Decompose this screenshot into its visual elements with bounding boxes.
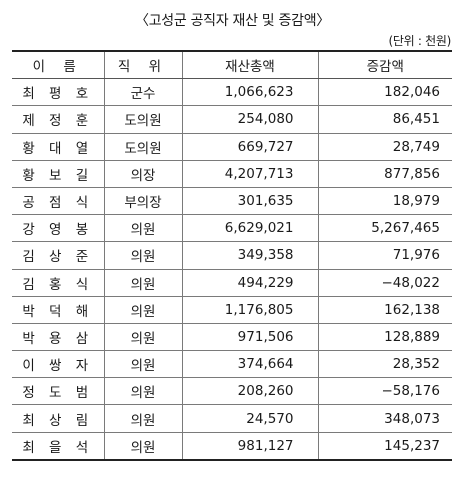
position-cell: 의원 bbox=[103, 296, 182, 324]
table-body: 최 평 호 군수 1,066,623 182,046 제 정 훈 도의원 254,080 86… bbox=[12, 78, 452, 461]
assets-cell: 669,727 bbox=[181, 133, 318, 161]
name-cell: 박 덕 해 bbox=[12, 296, 104, 324]
name-cell: 황 대 열 bbox=[12, 133, 104, 161]
table-row: 김 홍 식 의원 494,229 −48,022 bbox=[12, 269, 452, 297]
assets-cell: 208,260 bbox=[181, 377, 318, 406]
assets-cell: 494,229 bbox=[181, 269, 318, 297]
position-cell: 의원 bbox=[103, 377, 182, 406]
table-row: 황 보 길 의장 4,207,713 877,856 bbox=[12, 160, 452, 188]
table-row: 최 을 석 의원 981,127 145,237 bbox=[12, 432, 452, 461]
header-position: 직 위 bbox=[103, 50, 182, 80]
position-cell: 의원 bbox=[103, 432, 182, 461]
change-cell: 18,979 bbox=[317, 187, 452, 216]
position-cell: 군수 bbox=[103, 78, 182, 107]
name-cell: 최 을 석 bbox=[12, 432, 104, 461]
name-cell: 최 평 호 bbox=[12, 78, 104, 107]
position-cell: 의원 bbox=[103, 241, 182, 270]
position-cell: 부의장 bbox=[103, 187, 182, 216]
name-cell: 정 도 범 bbox=[12, 377, 104, 406]
change-cell: −48,022 bbox=[317, 269, 452, 297]
table-row: 강 영 봉 의원 6,629,021 5,267,465 bbox=[12, 214, 452, 243]
assets-cell: 4,207,713 bbox=[181, 160, 318, 188]
position-cell: 의원 bbox=[103, 350, 182, 379]
position-cell: 의장 bbox=[103, 160, 182, 188]
table-row: 공 점 식 부의장 301,635 18,979 bbox=[12, 187, 452, 216]
name-cell: 박 용 삼 bbox=[12, 323, 104, 352]
name-cell: 제 정 훈 bbox=[12, 105, 104, 134]
change-cell: 182,046 bbox=[317, 78, 452, 107]
change-cell: 162,138 bbox=[317, 296, 452, 324]
name-cell: 최 상 림 bbox=[12, 404, 104, 433]
asset-table: 이 름 직 위 재산총액 증감액 최 평 호 군수 1,066,623 182,046… bbox=[12, 50, 452, 461]
change-cell: 28,352 bbox=[317, 350, 452, 379]
table-row: 박 덕 해 의원 1,176,805 162,138 bbox=[12, 296, 452, 324]
header-row: 이 름 직 위 재산총액 증감액 bbox=[12, 50, 452, 80]
table-row: 제 정 훈 도의원 254,080 86,451 bbox=[12, 105, 452, 134]
assets-cell: 1,176,805 bbox=[181, 296, 318, 324]
name-cell: 황 보 길 bbox=[12, 160, 104, 188]
change-cell: −58,176 bbox=[317, 377, 452, 406]
assets-cell: 6,629,021 bbox=[181, 214, 318, 243]
header-change: 증감액 bbox=[317, 50, 452, 80]
table-row: 김 상 준 의원 349,358 71,976 bbox=[12, 241, 452, 270]
assets-cell: 254,080 bbox=[181, 105, 318, 134]
position-cell: 도의원 bbox=[103, 105, 182, 134]
name-cell: 김 홍 식 bbox=[12, 269, 104, 297]
header-name: 이 름 bbox=[12, 50, 104, 80]
table-title: 〈고성군 공직자 재산 및 증감액〉 bbox=[135, 13, 330, 29]
table-row: 이 쌍 자 의원 374,664 28,352 bbox=[12, 350, 452, 379]
table-row: 황 대 열 도의원 669,727 28,749 bbox=[12, 133, 452, 161]
assets-cell: 374,664 bbox=[181, 350, 318, 379]
unit-note: (단위 : 천원) bbox=[388, 34, 452, 48]
assets-cell: 971,506 bbox=[181, 323, 318, 352]
name-cell: 공 점 식 bbox=[12, 187, 104, 216]
name-cell: 이 쌍 자 bbox=[12, 350, 104, 379]
change-cell: 71,976 bbox=[317, 241, 452, 270]
table-row: 최 평 호 군수 1,066,623 182,046 bbox=[12, 78, 452, 107]
change-cell: 348,073 bbox=[317, 404, 452, 433]
position-cell: 의원 bbox=[103, 214, 182, 243]
assets-cell: 301,635 bbox=[181, 187, 318, 216]
change-cell: 877,856 bbox=[317, 160, 452, 188]
change-cell: 86,451 bbox=[317, 105, 452, 134]
name-cell: 김 상 준 bbox=[12, 241, 104, 270]
position-cell: 의원 bbox=[103, 269, 182, 297]
table-row: 정 도 범 의원 208,260 −58,176 bbox=[12, 377, 452, 406]
change-cell: 128,889 bbox=[317, 323, 452, 352]
position-cell: 의원 bbox=[103, 404, 182, 433]
change-cell: 28,749 bbox=[317, 133, 452, 161]
assets-cell: 1,066,623 bbox=[181, 78, 318, 107]
table-row: 박 용 삼 의원 971,506 128,889 bbox=[12, 323, 452, 352]
assets-cell: 349,358 bbox=[181, 241, 318, 270]
change-cell: 145,237 bbox=[317, 432, 452, 461]
position-cell: 의원 bbox=[103, 323, 182, 352]
header-assets: 재산총액 bbox=[181, 50, 318, 80]
position-cell: 도의원 bbox=[103, 133, 182, 161]
assets-cell: 981,127 bbox=[181, 432, 318, 461]
change-cell: 5,267,465 bbox=[317, 214, 452, 243]
name-cell: 강 영 봉 bbox=[12, 214, 104, 243]
assets-cell: 24,570 bbox=[181, 404, 318, 433]
table-row: 최 상 림 의원 24,570 348,073 bbox=[12, 404, 452, 433]
